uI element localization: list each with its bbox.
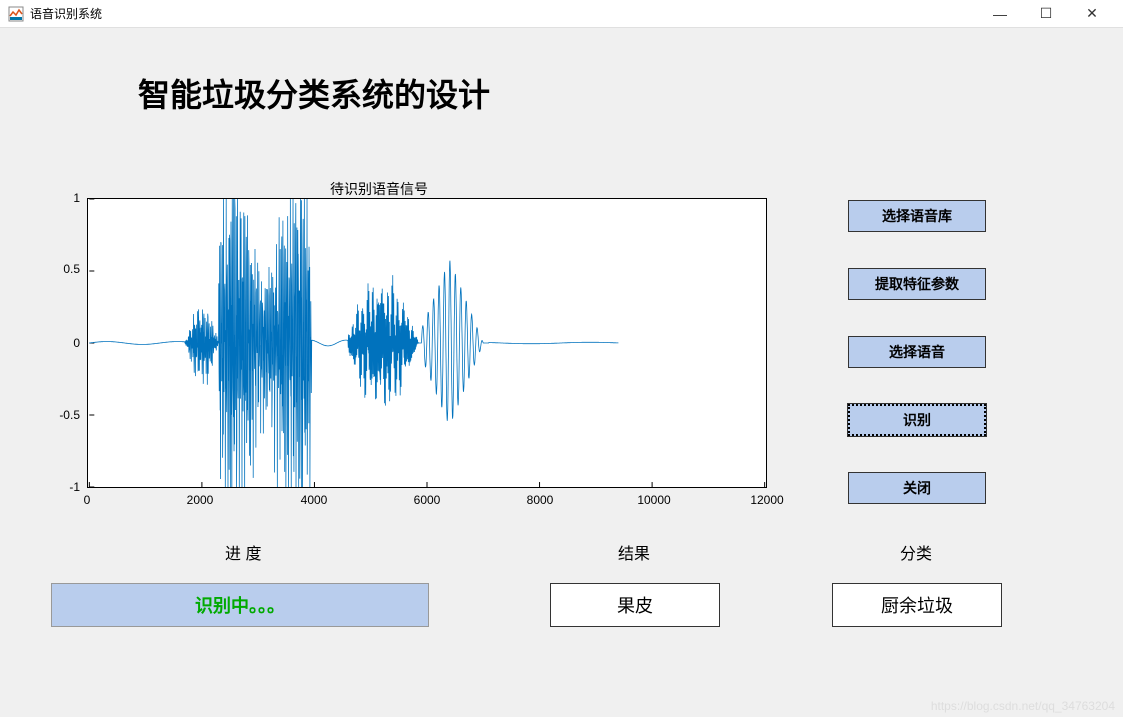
- app-icon: [8, 6, 24, 22]
- close-window-button[interactable]: ✕: [1069, 0, 1115, 28]
- progress-label: 进 度: [225, 540, 261, 564]
- ytick-label: 1: [50, 191, 80, 205]
- category-label: 分类: [900, 540, 932, 564]
- window-controls: — ☐ ✕: [977, 0, 1115, 28]
- xtick-label: 4000: [301, 493, 328, 507]
- ytick-label: 0: [50, 336, 80, 350]
- select-library-button[interactable]: 选择语音库: [848, 200, 986, 232]
- titlebar: 语音识别系统 — ☐ ✕: [0, 0, 1123, 28]
- xtick-label: 2000: [187, 493, 214, 507]
- result-output: 果皮: [550, 583, 720, 627]
- waveform-chart: [87, 198, 767, 488]
- category-output: 厨余垃圾: [832, 583, 1002, 627]
- ytick-label: -0.5: [50, 408, 80, 422]
- chart-title: 待识别语音信号: [330, 179, 428, 199]
- close-button[interactable]: 关闭: [848, 472, 986, 504]
- progress-status: 识别中。。。: [51, 583, 429, 627]
- xtick-label: 0: [84, 493, 91, 507]
- xtick-label: 8000: [527, 493, 554, 507]
- xtick-label: 6000: [414, 493, 441, 507]
- result-label: 结果: [618, 540, 650, 564]
- window-title: 语音识别系统: [30, 5, 977, 22]
- xtick-label: 12000: [750, 493, 783, 507]
- xtick-label: 10000: [637, 493, 670, 507]
- content-area: 智能垃圾分类系统的设计 待识别语音信号 1 0.5 0 -0.5 -1 0 20…: [0, 28, 1123, 717]
- ytick-label: 0.5: [50, 262, 80, 276]
- extract-features-button[interactable]: 提取特征参数: [848, 268, 986, 300]
- page-title: 智能垃圾分类系统的设计: [138, 70, 490, 116]
- recognize-button[interactable]: 识别: [848, 404, 986, 436]
- select-voice-button[interactable]: 选择语音: [848, 336, 986, 368]
- waveform-svg: [88, 199, 766, 487]
- maximize-button[interactable]: ☐: [1023, 0, 1069, 28]
- minimize-button[interactable]: —: [977, 0, 1023, 28]
- ytick-label: -1: [50, 480, 80, 494]
- watermark: https://blog.csdn.net/qq_34763204: [931, 699, 1115, 713]
